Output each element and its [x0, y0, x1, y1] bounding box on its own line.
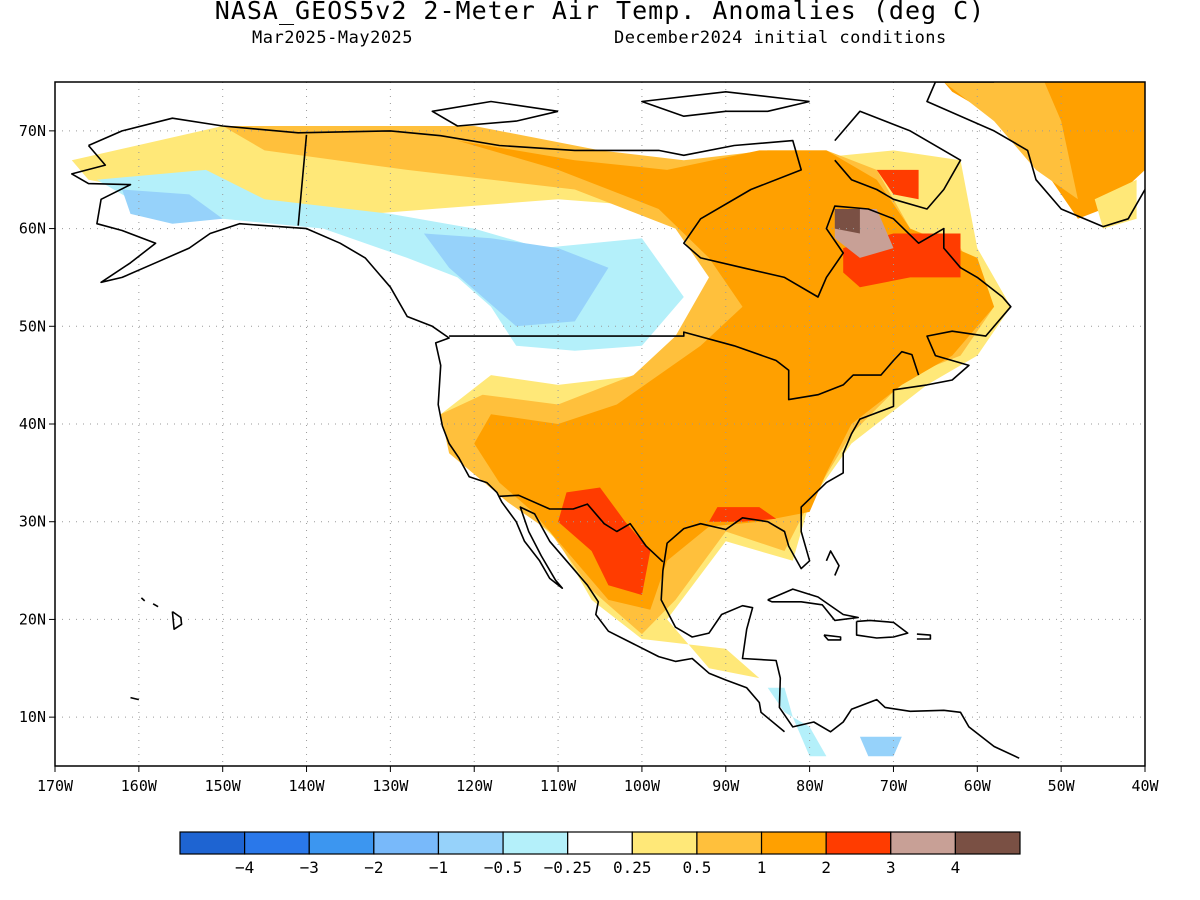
lat-tick-label: 20N	[19, 610, 46, 628]
lon-tick-label: 100W	[624, 777, 661, 795]
map-title: NASA_GEOS5v2 2-Meter Air Temp. Anomalies…	[214, 0, 986, 25]
lat-tick-label: 60N	[19, 220, 46, 238]
colorbar-swatch	[696, 831, 763, 855]
coastlines-and-borders	[71, 82, 1145, 759]
colorbar-label: −1	[429, 858, 448, 877]
anomaly-region-13	[859, 736, 902, 757]
colorbar-label: −3	[300, 858, 319, 877]
colorbar-label: 1	[757, 858, 767, 877]
colorbar-label: −2	[364, 858, 383, 877]
lon-tick-label: 140W	[288, 777, 325, 795]
lat-tick-label: 50N	[19, 317, 46, 335]
lat-tick-label: 10N	[19, 708, 46, 726]
lon-tick-label: 150W	[205, 777, 242, 795]
lon-tick-label: 170W	[37, 777, 74, 795]
lon-tick-label: 90W	[712, 777, 740, 795]
lon-tick-label: 160W	[121, 777, 158, 795]
coastline-segment-9	[825, 550, 840, 576]
anomaly-region-16	[1094, 179, 1137, 229]
lat-tick-label: 40N	[19, 415, 46, 433]
lon-tick-label: 70W	[880, 777, 908, 795]
forecast-period: Mar2025-May2025	[252, 28, 414, 48]
coastline-segment-14	[130, 696, 139, 701]
initial-conditions: December2024 initial conditions	[614, 28, 947, 48]
colorbar-label: 0.5	[682, 858, 711, 877]
colorbar-swatch	[567, 831, 633, 855]
coastline-segment-10	[767, 588, 860, 622]
anomaly-region-11	[423, 233, 609, 327]
colorbar-legend: −4 −3 −2 −1 −0.5 −0.25 0.25 0.5 1 2 3 4	[179, 831, 1021, 877]
coastline-segment-5	[834, 110, 962, 210]
colorbar-swatch	[825, 831, 892, 855]
map-axes: 170W 160W 150W 140W 130W 120W 110W 100W 90W 80W 70…	[19, 122, 1160, 795]
lon-tick-label: 50W	[1048, 777, 1076, 795]
colorbar-label: −0.25	[544, 858, 592, 877]
colorbar-swatch	[890, 831, 956, 855]
anomaly-region-6	[876, 169, 919, 200]
colorbar-swatch	[308, 831, 375, 855]
coastline-segment-11	[855, 619, 909, 639]
coastline-segment-3	[449, 331, 920, 401]
coastline-segment-17	[140, 597, 146, 602]
colorbar-label: 3	[886, 858, 896, 877]
lon-tick-label: 80W	[796, 777, 824, 795]
colorbar-swatch	[760, 831, 827, 855]
colorbar-swatch	[954, 831, 1021, 855]
lon-tick-label: 110W	[540, 777, 577, 795]
lon-tick-label: 120W	[456, 777, 493, 795]
colorbar-swatch	[244, 831, 310, 855]
colorbar-swatch	[373, 831, 440, 855]
colorbar-label: −4	[235, 858, 254, 877]
coastline-segment-4	[499, 494, 664, 563]
anomaly-region-4	[709, 507, 777, 522]
lon-tick-label: 40W	[1131, 777, 1159, 795]
lat-tick-label: 30N	[19, 513, 46, 531]
anomaly-region-3	[558, 487, 651, 595]
coastline-segment-0	[88, 117, 1020, 759]
coastline-segment-2	[297, 134, 308, 226]
colorbar-label: 0.25	[613, 858, 652, 877]
lon-tick-label: 130W	[372, 777, 409, 795]
coastline-segment-7	[431, 100, 559, 127]
anomaly-region-8	[834, 209, 860, 234]
colorbar-swatch	[179, 831, 246, 855]
colorbar-swatch	[631, 831, 698, 855]
lon-tick-label: 60W	[964, 777, 992, 795]
coastline-segment-1	[71, 144, 786, 733]
colorbar-label: 4	[951, 858, 961, 877]
coastline-segment-6	[641, 91, 810, 117]
colorbar-label: 2	[821, 858, 831, 877]
coastline-segment-12	[823, 634, 842, 641]
coastline-segment-15	[171, 610, 183, 631]
colorbar-label: −0.5	[484, 858, 523, 877]
coastline-segment-16	[152, 603, 159, 608]
anomaly-region-15	[943, 82, 1078, 200]
lat-tick-label: 70N	[19, 122, 46, 140]
colorbar-swatch	[502, 831, 569, 855]
coastline-segment-13	[916, 633, 932, 640]
colorbar-swatch	[437, 831, 504, 855]
anomaly-region-12	[767, 687, 827, 757]
coastline-segment-8	[926, 82, 1145, 228]
anomaly-region-10	[122, 189, 223, 224]
